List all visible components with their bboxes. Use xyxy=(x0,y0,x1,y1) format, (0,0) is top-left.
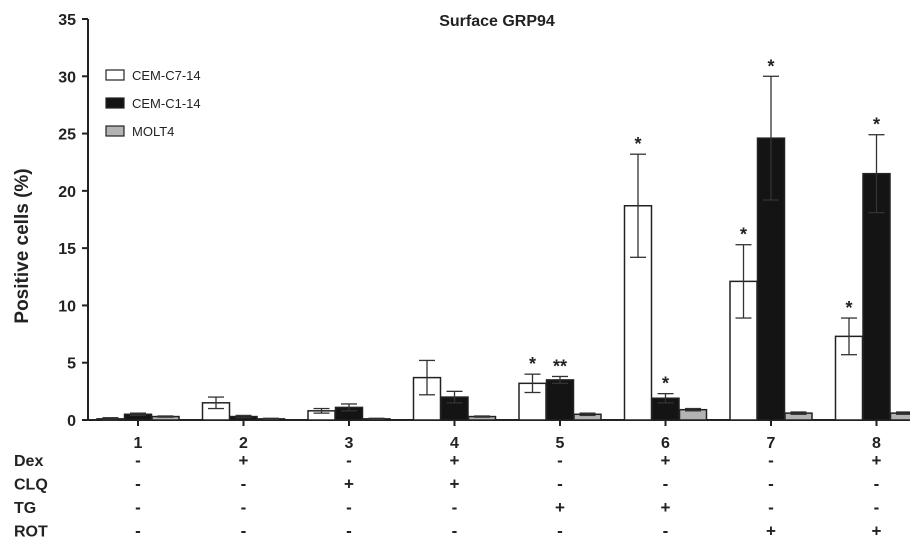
y-tick-label: 5 xyxy=(67,356,76,373)
treatment-sign: - xyxy=(663,522,669,538)
treatment-sign: - xyxy=(241,498,247,517)
legend-swatch xyxy=(105,69,125,81)
y-tick-label: 15 xyxy=(58,241,76,258)
treatment-sign: + xyxy=(661,498,671,517)
treatment-sign: - xyxy=(135,522,141,538)
treatment-sign: - xyxy=(135,498,141,517)
x-tick-label: 6 xyxy=(661,435,670,452)
treatment-sign: + xyxy=(344,475,354,494)
x-tick-label: 2 xyxy=(239,435,248,452)
treatment-sign: - xyxy=(346,498,352,517)
treatment-sign: - xyxy=(346,522,352,538)
legend-label: MOLT4 xyxy=(132,124,174,139)
significance-star: * xyxy=(767,56,774,76)
legend-swatch xyxy=(105,125,125,137)
significance-star: * xyxy=(529,354,536,374)
y-axis-title: Positive cells (%) xyxy=(12,168,33,323)
treatment-sign: - xyxy=(452,498,458,517)
x-tick-label: 7 xyxy=(767,435,776,452)
bar xyxy=(862,172,891,421)
treatment-sign: + xyxy=(450,451,460,470)
treatment-table: Dex - + - + - + - + CLQ - - + + - - - - TG - - - - + + - - ROT - - - - -… xyxy=(14,451,882,538)
y-tick-label: 35 xyxy=(58,12,76,29)
treatment-sign: - xyxy=(874,475,880,494)
legend: CEM-C7-14 CEM-C1-14 MOLT4 xyxy=(105,68,201,139)
treatment-sign: + xyxy=(661,451,671,470)
chart-title: Surface GRP94 xyxy=(439,13,555,30)
y-tick-label: 30 xyxy=(58,69,76,86)
y-tick-label: 0 xyxy=(67,413,76,430)
treatment-sign: + xyxy=(239,451,249,470)
legend-label: CEM-C1-14 xyxy=(132,96,201,111)
bar xyxy=(545,379,575,421)
x-tick-label: 1 xyxy=(134,435,143,452)
y-tick-label: 10 xyxy=(58,298,76,315)
treatment-sign: - xyxy=(135,451,141,470)
treatment-name: Dex xyxy=(14,453,43,470)
treatment-sign: + xyxy=(450,475,460,494)
significance-star: * xyxy=(634,134,641,154)
x-tick-label: 3 xyxy=(345,435,354,452)
treatment-sign: - xyxy=(452,522,458,538)
treatment-sign: - xyxy=(768,451,774,470)
legend-swatch xyxy=(105,97,125,109)
treatment-sign: - xyxy=(135,475,141,494)
treatment-sign: - xyxy=(557,475,563,494)
significance-star: * xyxy=(740,225,747,245)
treatment-sign: - xyxy=(768,498,774,517)
treatment-sign: - xyxy=(557,451,563,470)
bars-layer: 1 2 3 4 5* **6**7**8** xyxy=(96,56,910,452)
treatment-sign: - xyxy=(768,475,774,494)
treatment-sign: + xyxy=(766,522,776,538)
treatment-name: CLQ xyxy=(14,477,48,494)
significance-star: * xyxy=(662,374,669,394)
treatment-sign: - xyxy=(241,522,247,538)
treatment-sign: - xyxy=(346,451,352,470)
y-tick-label: 20 xyxy=(58,184,76,201)
treatment-sign: + xyxy=(872,451,882,470)
treatment-sign: - xyxy=(874,498,880,517)
treatment-sign: - xyxy=(557,522,563,538)
x-tick-label: 8 xyxy=(872,435,881,452)
treatment-sign: - xyxy=(663,475,669,494)
significance-star: * xyxy=(873,115,880,135)
legend-label: CEM-C7-14 xyxy=(132,68,201,83)
treatment-sign: + xyxy=(555,498,565,517)
significance-star: * xyxy=(845,298,852,318)
significance-star: ** xyxy=(553,356,567,376)
x-tick-label: 4 xyxy=(450,435,459,452)
treatment-name: TG xyxy=(14,500,36,517)
y-axis-ticks: 0 5 10 15 20 25 30 35 xyxy=(58,12,88,430)
x-tick-label: 5 xyxy=(556,435,565,452)
treatment-sign: - xyxy=(241,475,247,494)
y-tick-label: 25 xyxy=(58,127,76,144)
treatment-sign: + xyxy=(872,522,882,538)
treatment-name: ROT xyxy=(14,524,48,538)
